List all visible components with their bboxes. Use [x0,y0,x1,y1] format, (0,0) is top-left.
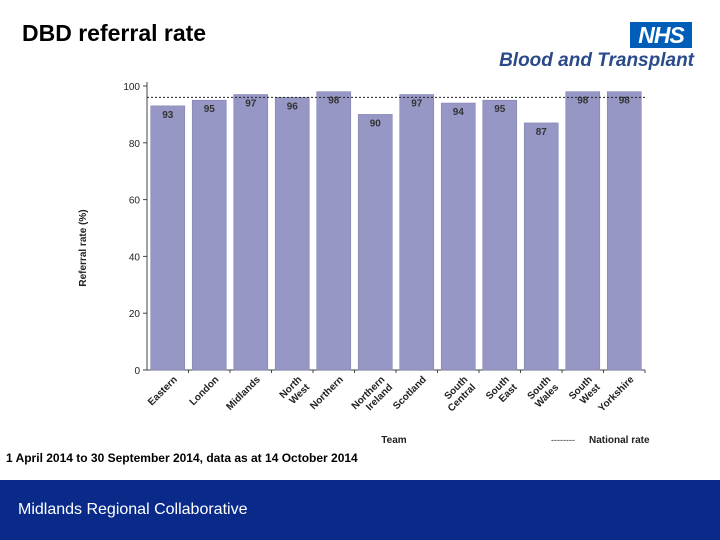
bar-london [191,99,227,371]
x-tick-label: NorthernIreland [350,374,395,419]
bar-south-central [440,102,476,371]
bar-eastern [150,105,186,371]
bar-yorkshire [606,91,642,371]
nhsbt-logo: NHS Blood and Transplant [494,20,698,72]
slide-title: DBD referral rate [22,20,207,46]
footer-bar: Midlands Regional Collaborative [0,480,720,540]
x-tick-label: NorthWest [278,374,313,409]
bar-value-label: 97 [411,99,423,110]
footer-text: Midlands Regional Collaborative [18,501,248,518]
x-tick-label: SouthEast [484,374,520,410]
bar-south-east [482,99,518,371]
bar-value-label: 98 [619,96,631,107]
x-tick-label: Eastern [146,374,180,408]
bar-scotland [399,94,435,371]
bar-value-label: 98 [328,96,340,107]
nhs-logo-box: NHS [630,22,692,48]
bar-north-west [274,97,310,371]
organisation-name: Blood and Transplant [499,50,694,71]
y-tick-label: 40 [129,252,141,263]
bar-value-label: 95 [204,104,216,115]
bar-value-label: 96 [287,101,299,112]
x-tick-label: SouthWales [525,374,561,410]
x-tick-label: Midlands [224,374,263,413]
x-tick-label: Scotland [391,374,429,412]
x-tick-label: Yorkshire [596,374,636,414]
bar-northern [316,91,352,371]
bar-south-west [565,91,601,371]
x-axis-title: Team [381,435,406,446]
legend-national-rate-label: National rate [589,435,650,446]
y-tick-label: 80 [129,139,141,150]
bar-value-label: 93 [162,110,174,121]
x-tick-label: London [188,374,222,408]
bar-value-label: 90 [370,118,382,129]
y-tick-label: 20 [129,309,141,320]
bar-midlands [233,94,269,371]
date-footnote: 1 April 2014 to 30 September 2014, data … [6,451,358,465]
y-tick-label: 0 [134,366,140,377]
bar-value-label: 94 [453,107,465,118]
bar-value-label: 87 [536,127,548,138]
bar-value-label: 95 [494,104,506,115]
bar-northern-ireland [357,114,393,371]
x-tick-label: Northern [308,374,346,412]
y-tick-label: 60 [129,196,141,207]
bar-value-label: 98 [577,96,589,107]
bar-south-wales [523,122,559,371]
y-tick-label: 100 [123,82,140,93]
bar-value-label: 97 [245,99,257,110]
y-axis-title: Referral rate (%) [78,209,89,286]
x-tick-label: SouthCentral [438,374,478,414]
legend-dash-sample: -------- [551,435,575,445]
